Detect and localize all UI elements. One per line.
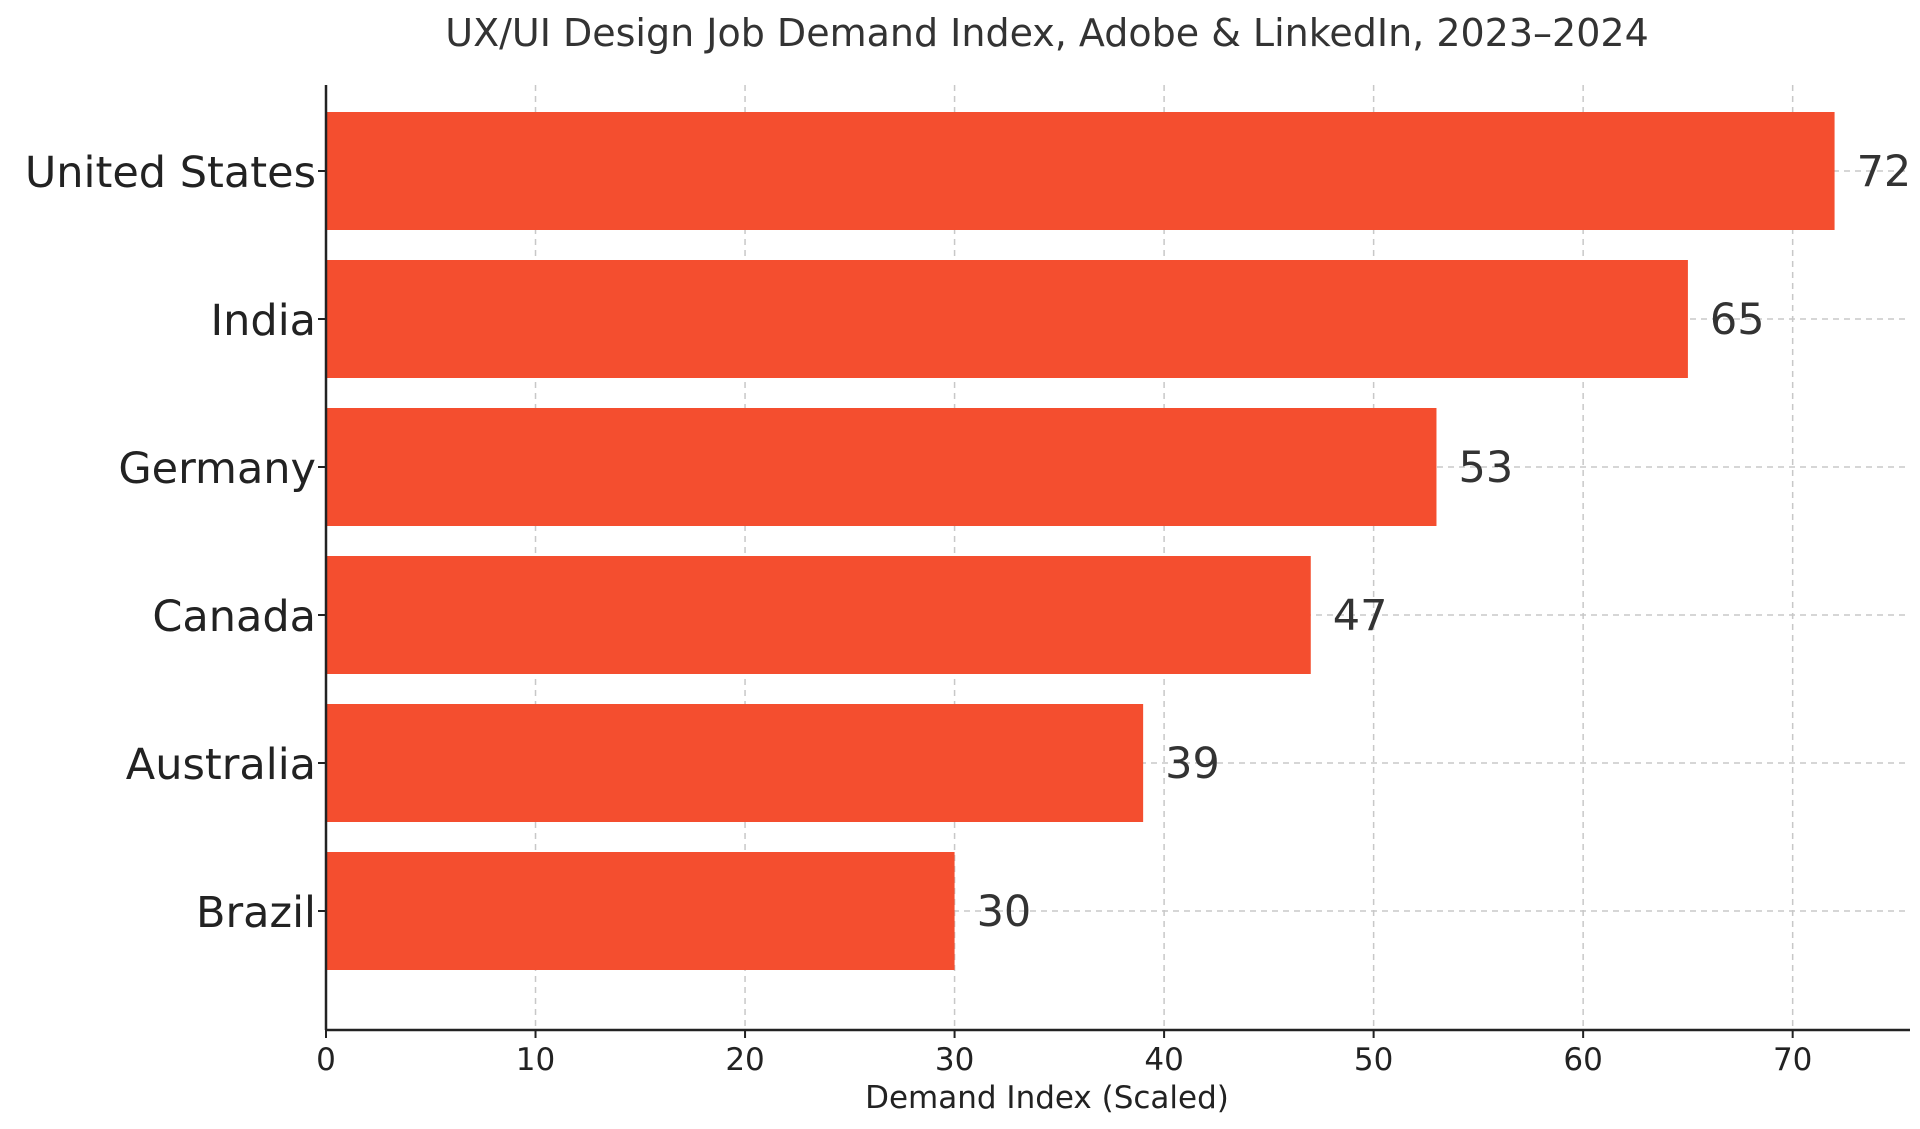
value-label-brazil: 30: [977, 887, 1032, 937]
x-tick-label: 50: [1354, 1042, 1393, 1078]
value-label-australia: 39: [1165, 739, 1220, 789]
bar-united-states: [326, 112, 1835, 230]
x-tick-label: 10: [516, 1042, 555, 1078]
value-label-india: 65: [1710, 295, 1765, 345]
bars: 72 65 53 47 39 30: [326, 112, 1911, 970]
x-tick-label: 0: [316, 1042, 336, 1078]
x-tick-label: 20: [725, 1042, 764, 1078]
x-axis-label: Demand Index (Scaled): [865, 1080, 1229, 1116]
category-label-united-states: United States: [25, 148, 316, 198]
value-label-germany: 53: [1458, 443, 1513, 493]
x-tick-label: 70: [1773, 1042, 1812, 1078]
x-tick-label: 40: [1144, 1042, 1183, 1078]
category-label-germany: Germany: [118, 444, 316, 494]
bar-brazil: [326, 852, 955, 970]
category-label-india: India: [210, 296, 316, 346]
category-label-australia: Australia: [126, 740, 316, 790]
axes: United States India Germany Canada Australia…: [25, 85, 1910, 1078]
category-label-brazil: Brazil: [196, 888, 316, 938]
bar-germany: [326, 408, 1437, 526]
bar-canada: [326, 556, 1311, 674]
x-tick-label: 60: [1563, 1042, 1602, 1078]
chart-title: UX/UI Design Job Demand Index, Adobe & L…: [445, 11, 1649, 55]
value-label-united-states: 72: [1857, 147, 1912, 197]
bar-australia: [326, 704, 1144, 822]
x-tick-label: 30: [935, 1042, 974, 1078]
category-label-canada: Canada: [152, 592, 316, 642]
bar-india: [326, 260, 1688, 378]
value-label-canada: 47: [1333, 591, 1388, 641]
